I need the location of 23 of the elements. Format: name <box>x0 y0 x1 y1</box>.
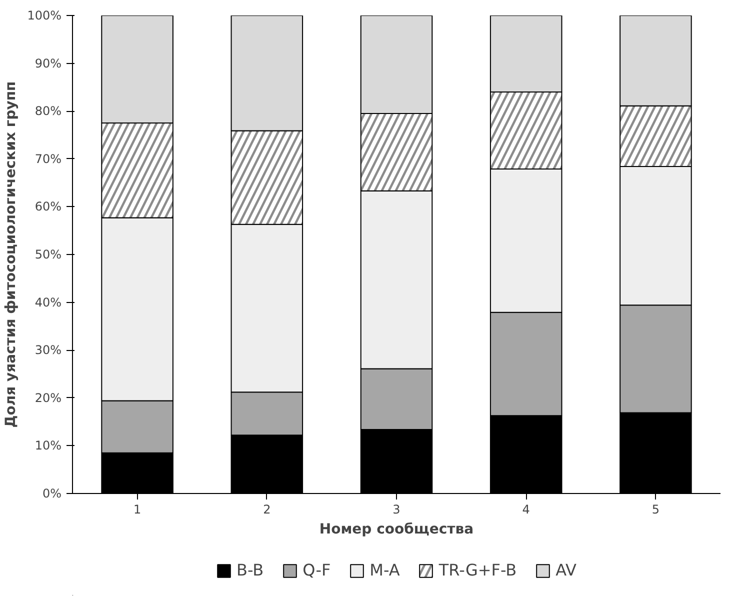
y-tick-label: 80% <box>34 104 62 118</box>
y-tick-label: 20% <box>34 390 62 405</box>
y-tick-label: 40% <box>34 295 62 310</box>
x-tick-label: 5 <box>652 502 660 516</box>
x-axis-title: Номер сообщества <box>319 522 474 538</box>
x-tick-label: 4 <box>522 502 530 516</box>
x-tick-label: 3 <box>392 502 400 516</box>
x-tick-label: 2 <box>263 502 271 516</box>
y-tick-label: 10% <box>34 438 62 453</box>
legend-label: TR-G+F-B <box>438 560 517 580</box>
y-tick-label: 0% <box>42 486 62 500</box>
y-tick-label: 100% <box>27 8 62 22</box>
legend-label: Q-F <box>302 560 331 580</box>
x-tick-label: 1 <box>133 502 142 516</box>
y-tick-label: 90% <box>34 56 62 70</box>
legend-label: M-A <box>370 560 400 580</box>
legend-label: AV <box>556 560 577 580</box>
y-tick-label: 70% <box>34 152 62 166</box>
legend-label: B-B <box>236 560 264 580</box>
y-tick-label: 60% <box>34 200 62 214</box>
y-axis-title: Доля уяастия фитосоциологических групп <box>3 81 20 428</box>
y-tick-label: 50% <box>34 248 62 262</box>
y-tick-label: 30% <box>34 343 62 358</box>
